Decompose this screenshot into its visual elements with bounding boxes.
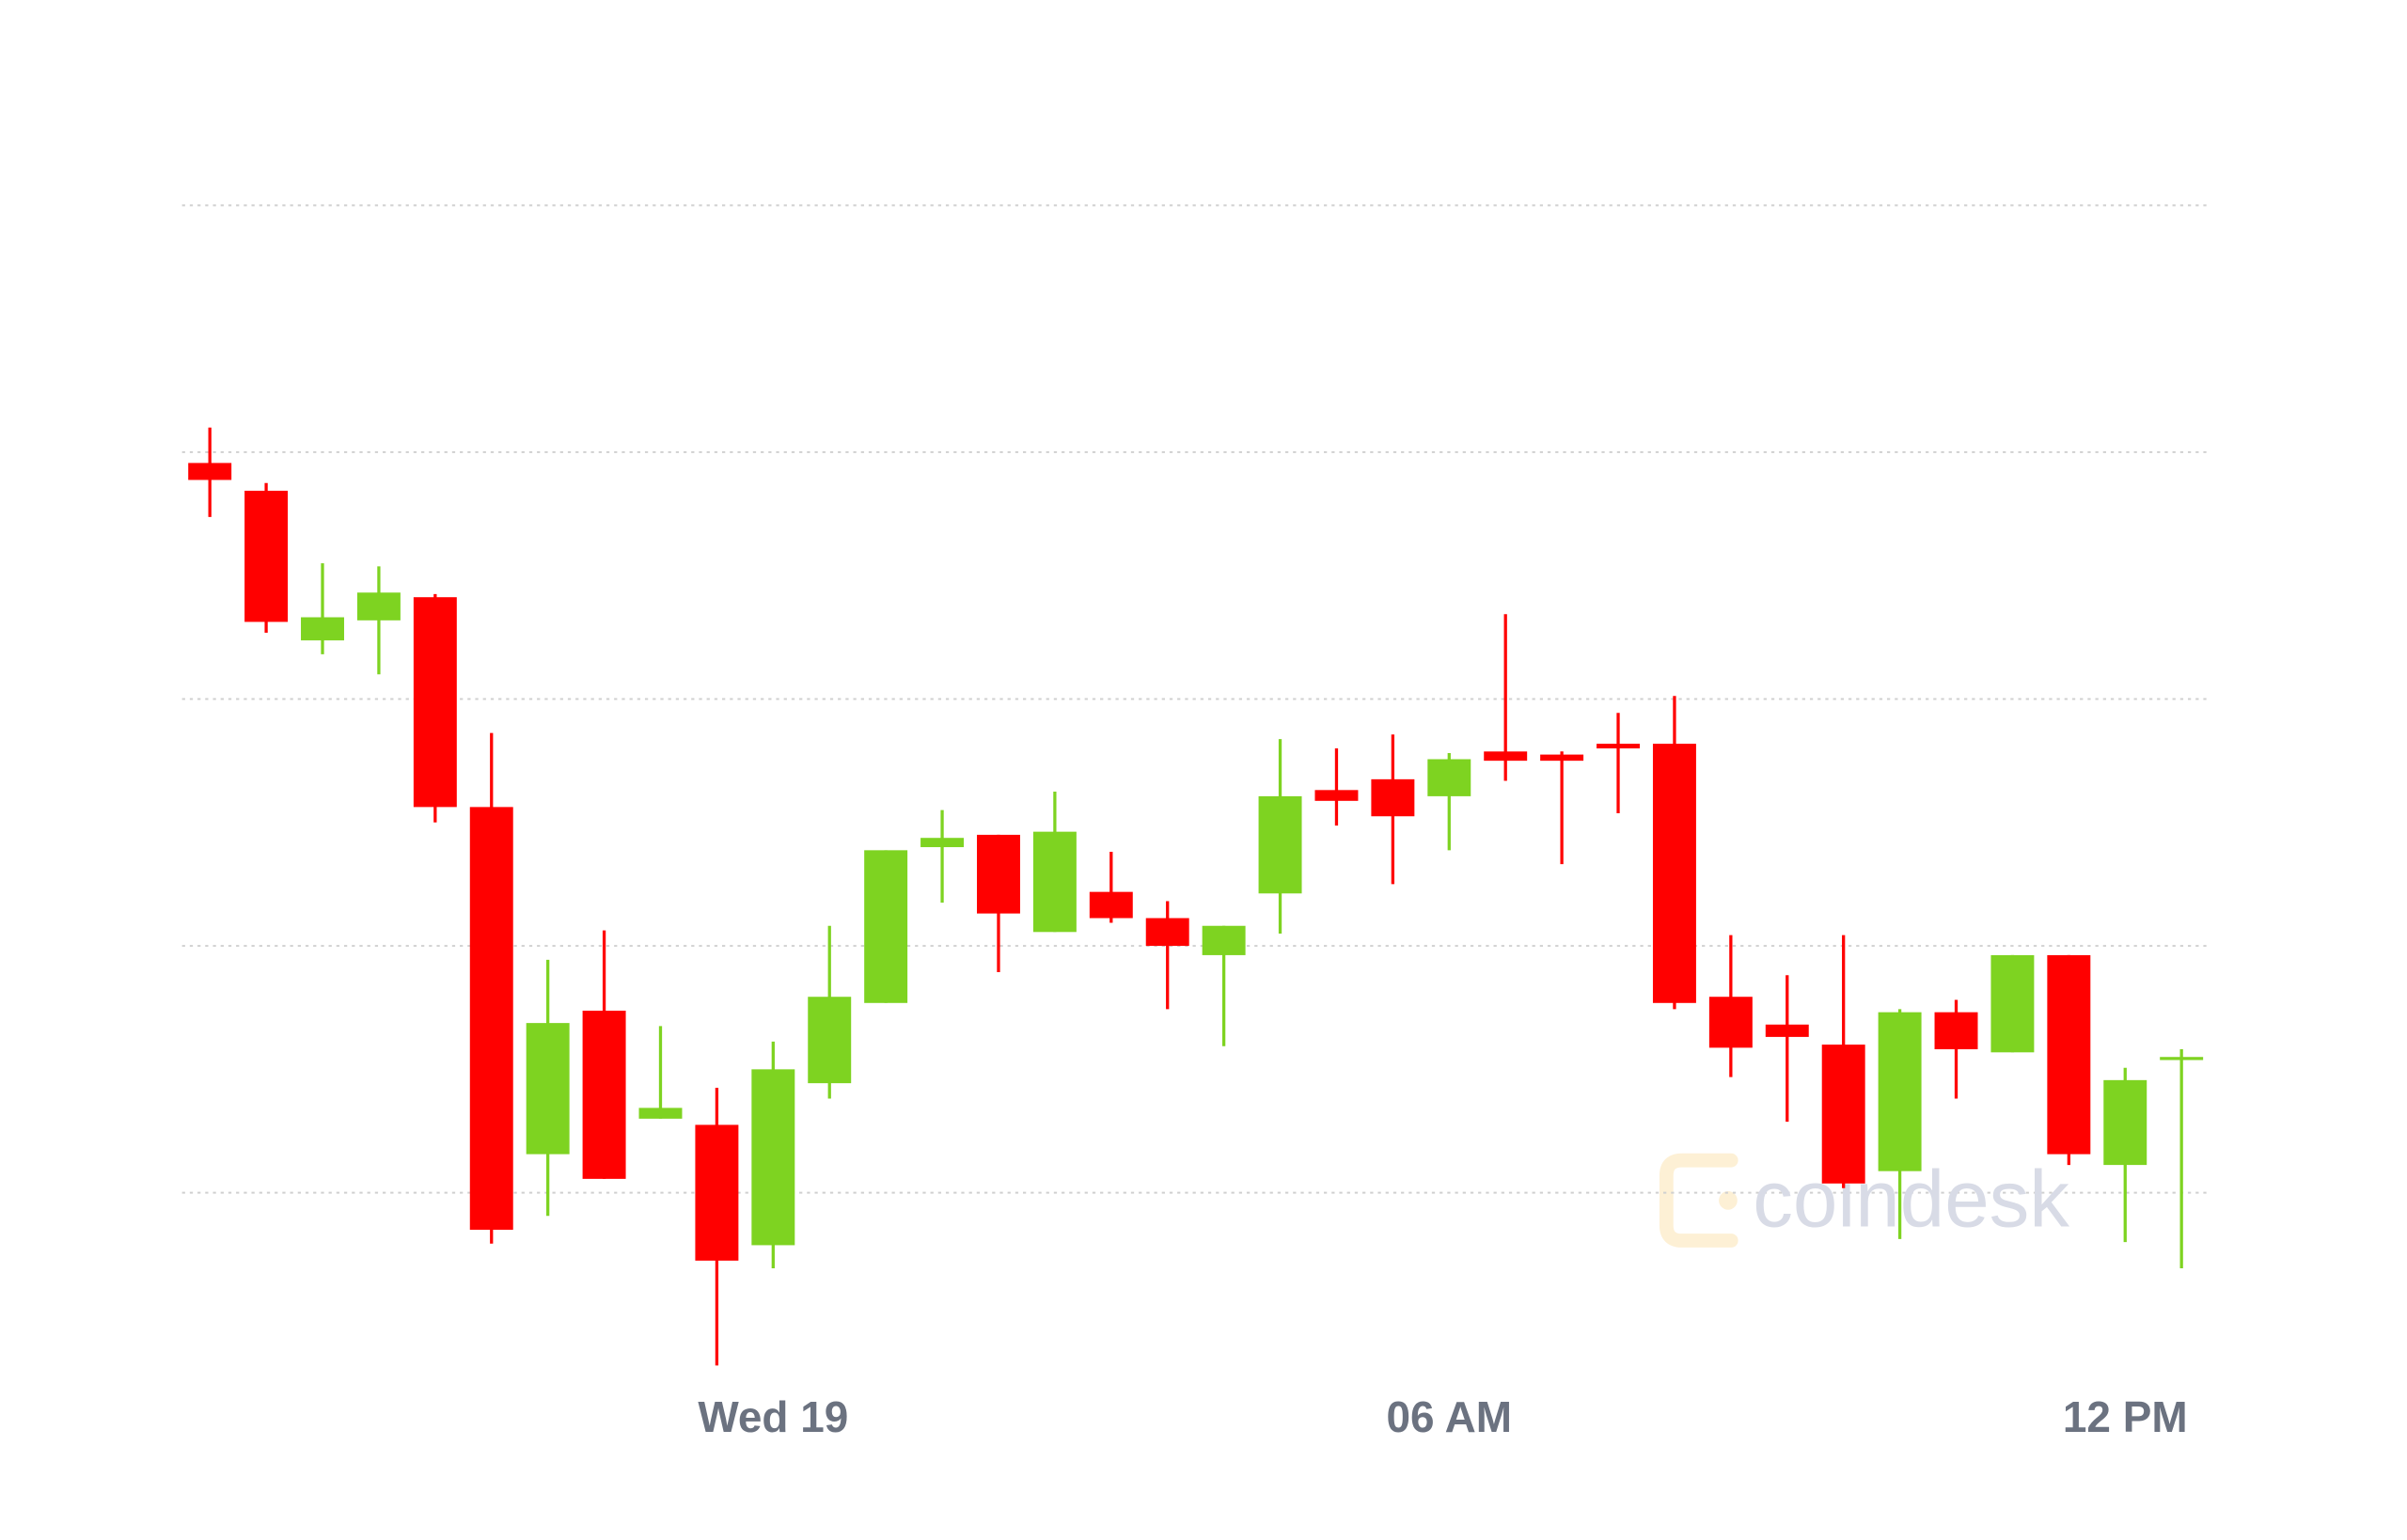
candle-body (356, 592, 401, 621)
candle-body (1371, 778, 1415, 817)
candle-body (976, 834, 1020, 914)
x-tick-label: 06 AM (1386, 1392, 1512, 1441)
candle-body (1765, 1024, 1809, 1037)
candle-body (582, 1011, 626, 1179)
candle-body (1990, 954, 2035, 1053)
candle-body (2160, 1057, 2204, 1061)
candle-body (413, 597, 457, 808)
candle-body (864, 850, 908, 1003)
candle-body (1032, 831, 1077, 933)
candle-body (301, 617, 344, 641)
candle-body (1314, 790, 1359, 801)
candle-body (1708, 997, 1753, 1048)
candle-body (1934, 1012, 1978, 1050)
candle-body (1652, 744, 1696, 1003)
candle-body (2103, 1079, 2147, 1166)
candle-body (1089, 891, 1133, 919)
candle-body (1145, 918, 1189, 947)
candle-body (695, 1124, 739, 1261)
candle-body (1597, 744, 1640, 749)
candle-body (1484, 751, 1528, 762)
x-tick-label: Wed 19 (698, 1392, 848, 1441)
candle-body (1878, 1012, 1922, 1171)
candle-body (1202, 925, 1246, 955)
candle-body (188, 463, 232, 480)
x-tick-label: 12 PM (2063, 1392, 2188, 1441)
candle-body (808, 997, 852, 1084)
candle-body (526, 1023, 570, 1155)
candle-body (1540, 754, 1584, 762)
watermark-logo (1659, 1153, 1738, 1248)
candle-body (920, 838, 965, 848)
candle-body (469, 807, 513, 1231)
candle-body (2047, 954, 2091, 1155)
candle-body (1821, 1045, 1865, 1184)
candle-body (244, 490, 289, 622)
candle-body (638, 1108, 683, 1119)
candle-body (751, 1069, 795, 1246)
candle-body (1258, 795, 1302, 894)
candle-body (1427, 759, 1471, 796)
